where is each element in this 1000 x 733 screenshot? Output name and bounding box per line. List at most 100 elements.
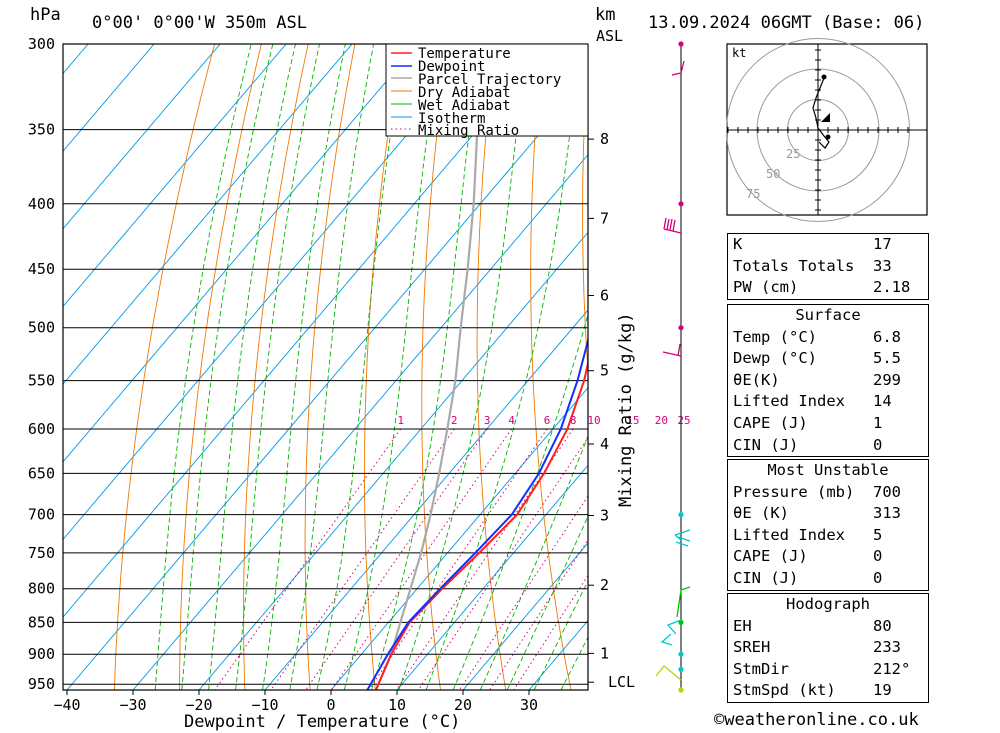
wet-adiabat-line — [289, 44, 375, 690]
dry-adiabat-line — [963, 44, 1000, 690]
isotherm-line — [63, 44, 485, 541]
pressure-tick-label: 850 — [28, 613, 55, 631]
dry-adiabat-line — [179, 44, 262, 690]
height-tick-label: 3 — [600, 507, 609, 525]
wind-barb — [674, 529, 691, 547]
legend-isotherm: Isotherm — [418, 111, 485, 127]
plot-frame — [62, 43, 589, 691]
isotherm-line — [462, 542, 588, 690]
isotherm-line — [264, 309, 588, 690]
mixing-ratio-labels: 1 2 3 4 6 8 10 15 20 25 — [397, 414, 690, 427]
wet-adiabat-line — [479, 434, 588, 690]
wind-level-dot — [678, 511, 684, 518]
stmdir-row: StmDir 212° — [733, 659, 911, 678]
pressure-tick-label: 300 — [28, 35, 55, 53]
dry-adiabat-line — [364, 44, 403, 690]
wind-level-dot — [678, 41, 684, 47]
surface-dewp-row: Dewp (°C) 5.5 — [733, 349, 901, 368]
pressure-tick-label: 700 — [28, 506, 55, 524]
temperature-tick-label: 10 — [388, 696, 406, 714]
mu-cin-row: CIN (J) 0 — [733, 568, 883, 587]
lcl-label: LCL — [608, 673, 635, 691]
pressure-axis: 300 350 400 450 500 550 600 650 700 750 800 850 900 9… — [28, 35, 55, 693]
mixing-ratio-label: 25 — [677, 414, 690, 427]
height-tick-label: 2 — [600, 576, 609, 594]
legend-parcel: Parcel Trajectory — [418, 72, 561, 88]
legend-mixing-ratio: Mixing Ratio — [418, 123, 519, 139]
datetime-title: 13.09.2024 06GMT (Base: 06) — [648, 13, 924, 33]
hodograph-stats-panel: Hodograph EH 80 SREH 233 StmDir 212° StmSpd… — [727, 593, 929, 703]
mixing-ratio-axis-label: Mixing Ratio (g/kg) — [616, 313, 636, 507]
wind-level-dot — [678, 651, 684, 657]
temperature-profile — [374, 358, 588, 690]
mixing-ratio-line — [330, 428, 513, 690]
asl-unit-label: ASL — [596, 27, 623, 45]
mixing-ratio-line — [305, 428, 488, 690]
isotherm-line — [396, 464, 588, 690]
dry-adiabat-line — [113, 44, 216, 690]
mixing-ratio-label: 8 — [570, 414, 577, 427]
parcel-trajectory — [374, 44, 486, 690]
hodograph-stats-title: Hodograph — [786, 595, 870, 613]
dewpoint-profile — [366, 336, 588, 690]
hodo-point — [825, 134, 831, 140]
wet-adiabat-line — [371, 44, 481, 690]
legend: Temperature Dewpoint Parcel Trajectory D… — [385, 43, 589, 139]
eh-row: EH 80 — [733, 616, 892, 635]
wind-barb — [655, 665, 682, 681]
footer-credit[interactable]: ©weatheronline.co.uk — [714, 710, 919, 730]
storm-motion-arrow — [821, 113, 830, 122]
wind-barb — [660, 619, 682, 646]
legend-wet-adiabat: Wet Adiabat — [418, 98, 511, 114]
isotherm-line — [63, 44, 551, 618]
height-tick-label: 7 — [600, 209, 609, 227]
wind-level-dot — [678, 666, 684, 673]
surface-theta-row: θE(K) 299 — [733, 370, 901, 389]
dry-adiabat-line — [476, 44, 507, 690]
wet-adiabat-line — [208, 44, 296, 690]
surface-li-row: Lifted Index 14 — [733, 392, 892, 411]
wind-level-dot — [678, 201, 684, 207]
surface-temp-row: Temp (°C) 6.8 — [733, 327, 901, 346]
pw-value: 2.18 — [873, 278, 911, 297]
temperature-axis: −40 −30 −20 −10 0 10 20 30 — [53, 690, 538, 714]
location-title: 0°00' 0°00'W 350m ASL — [92, 13, 307, 33]
totals-totals-value: 33 — [873, 256, 892, 275]
surface-cin-row: CIN (J) 0 — [733, 435, 883, 454]
most-unstable-panel: Most Unstable Pressure (mb) 700 θE (K) 313… — [727, 459, 929, 591]
pressure-tick-label: 400 — [28, 195, 55, 213]
wind-barb — [671, 60, 685, 76]
hodo-ring-label-50: 50 — [766, 167, 780, 181]
isotherm-line — [330, 386, 588, 690]
pressure-tick-label: 450 — [28, 260, 55, 278]
mixing-ratio-line — [368, 428, 548, 690]
legend-dewpoint: Dewpoint — [418, 59, 485, 75]
mixing-ratio-label: 4 — [508, 414, 515, 427]
legend-temperature: Temperature — [418, 46, 511, 62]
pressure-tick-label: 900 — [28, 645, 55, 663]
pw-label: PW (cm) — [733, 278, 799, 297]
pressure-tick-label: 550 — [28, 372, 55, 390]
hodo-point — [821, 74, 827, 80]
totals-totals-label: Totals Totals — [733, 256, 855, 275]
most-unstable-title: Most Unstable — [767, 461, 889, 479]
hodograph-unit-label: kt — [732, 46, 746, 60]
temperature-tick-label: 30 — [520, 696, 538, 714]
pressure-tick-label: 350 — [28, 121, 55, 139]
wet-adiabat-line — [181, 44, 274, 690]
wet-adiabat-line — [316, 44, 406, 690]
isotherm-line — [63, 44, 221, 230]
surface-title: Surface — [795, 306, 861, 324]
wet-adiabat-line — [398, 44, 528, 690]
isotherm-line — [63, 44, 419, 463]
temperature-tick-label: −20 — [185, 696, 212, 714]
k-index-value: 17 — [873, 235, 892, 253]
km-unit-label: km — [595, 5, 615, 25]
hodograph-trace — [812, 77, 825, 129]
wet-adiabat-line — [452, 312, 588, 690]
mu-cape-row: CAPE (J) 0 — [733, 547, 883, 566]
wind-barb — [676, 586, 691, 618]
mu-li-row: Lifted Index 5 — [733, 525, 883, 544]
dry-adiabat-line — [530, 44, 572, 690]
